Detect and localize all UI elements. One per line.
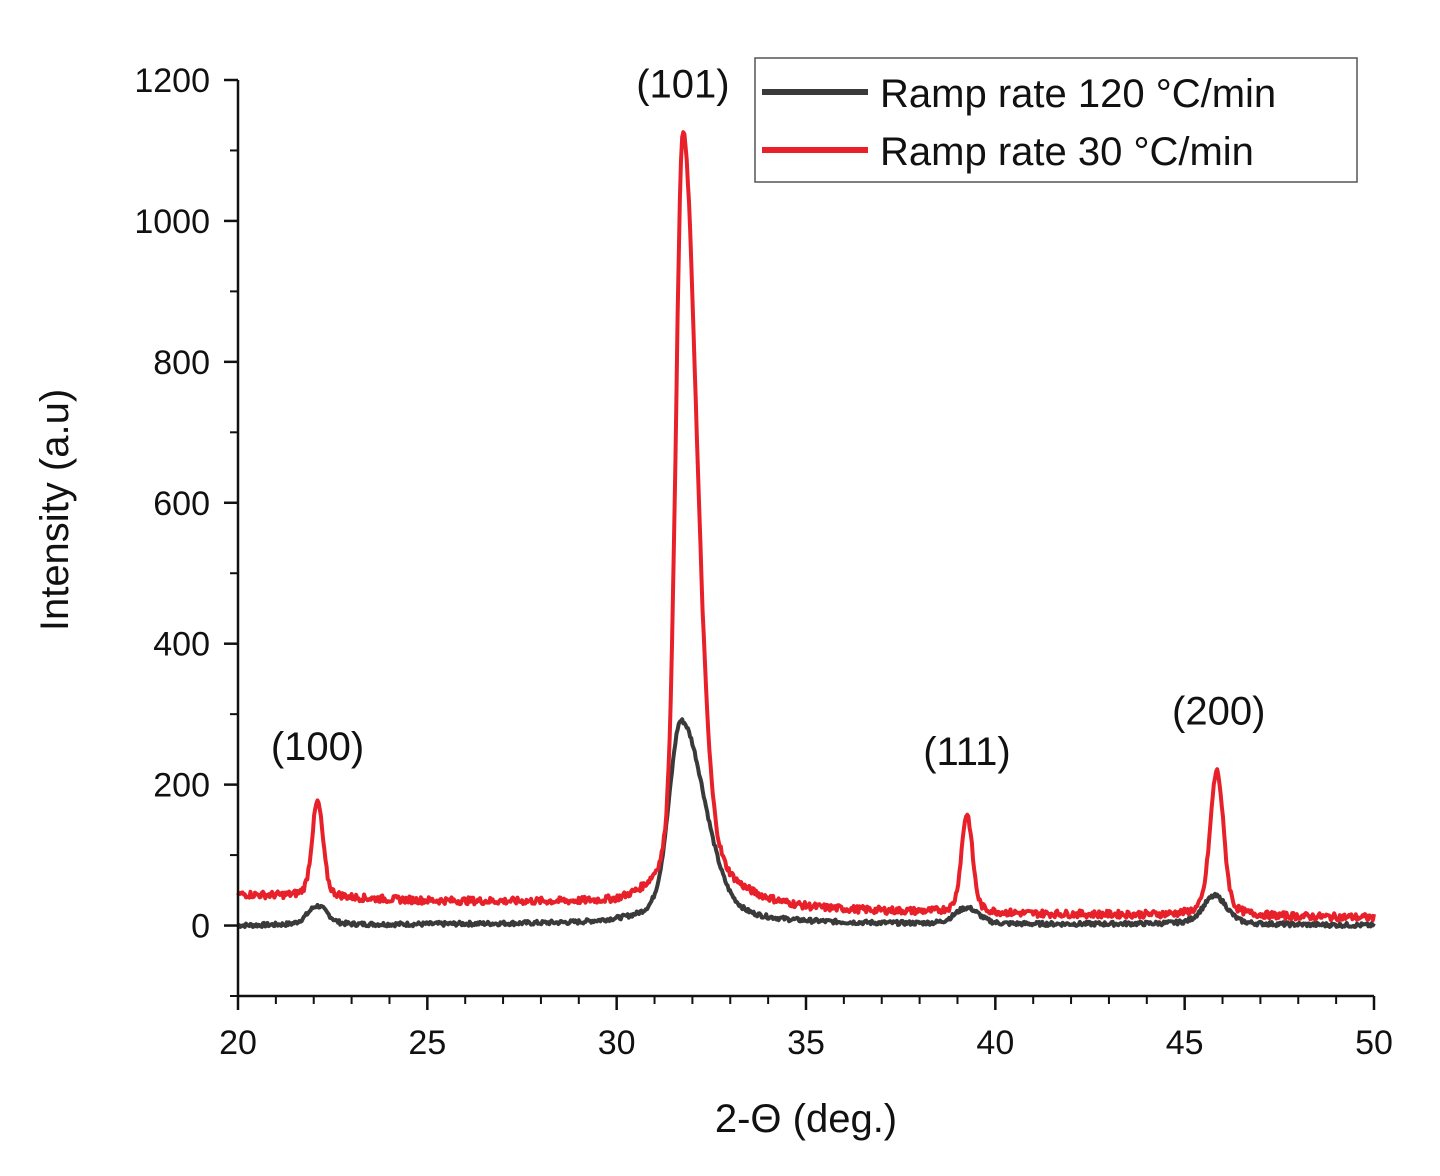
x-tick-label: 40 <box>976 1024 1014 1062</box>
x-ticks: 20 25 30 35 40 45 50 <box>219 996 1393 1062</box>
y-tick-label: 1200 <box>134 62 210 100</box>
y-tick-label: 600 <box>153 485 210 523</box>
y-tick-label: 1000 <box>134 203 210 241</box>
y-axis-label: Intensity (a.u) <box>33 389 77 631</box>
x-tick-label: 25 <box>408 1024 446 1062</box>
y-tick-label: 400 <box>153 626 210 664</box>
x-tick-label: 50 <box>1355 1024 1393 1062</box>
peak-annotations: (100) (101) (111) (200) <box>271 63 1266 774</box>
y-tick-label: 0 <box>191 908 210 946</box>
plot-area: 20 25 30 35 40 45 50 0 200 400 600 800 1000 1200 (10… <box>134 62 1393 1062</box>
series-layer <box>236 130 1376 929</box>
x-axis-label: 2-Θ (deg.) <box>715 1097 897 1141</box>
y-tick-label: 200 <box>153 767 210 805</box>
legend-label-120: Ramp rate 120 °C/min <box>880 72 1276 116</box>
y-ticks: 0 200 400 600 800 1000 1200 <box>134 62 238 997</box>
x-tick-label: 45 <box>1166 1024 1204 1062</box>
peak-label: (100) <box>271 725 364 769</box>
peak-label: (101) <box>636 63 729 107</box>
legend-label-30: Ramp rate 30 °C/min <box>880 130 1254 174</box>
legend: Ramp rate 120 °C/min Ramp rate 30 °C/min <box>754 57 1358 183</box>
x-tick-label: 20 <box>219 1024 257 1062</box>
y-tick-label: 800 <box>153 344 210 382</box>
series-line-ramp-30 <box>236 130 1376 923</box>
x-tick-label: 35 <box>787 1024 825 1062</box>
peak-label: (111) <box>923 730 1010 774</box>
x-tick-label: 30 <box>598 1024 636 1062</box>
peak-label: (200) <box>1172 690 1265 734</box>
series-line-ramp-120 <box>237 717 1376 929</box>
legend-box <box>754 57 1358 183</box>
